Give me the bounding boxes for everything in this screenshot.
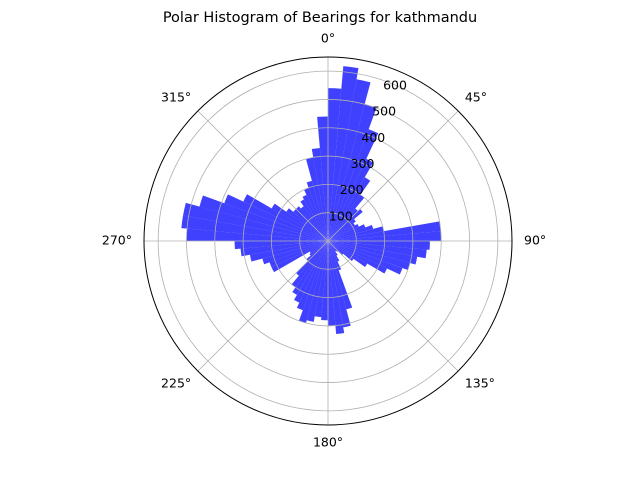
bar-bin-275: [181, 215, 328, 241]
bar-bin-15: [328, 104, 377, 241]
bar-bin-110: [328, 241, 403, 275]
bar-bin-355: [317, 116, 328, 241]
grid-spoke-225: [197, 240, 329, 372]
bar-bin-230: [309, 241, 328, 256]
bar-bin-45: [328, 208, 363, 241]
bar-bin-125: [328, 241, 354, 262]
radial-tick-300: 300: [351, 156, 375, 171]
bar-bin-220: [295, 241, 328, 276]
grid-group: [143, 56, 513, 426]
bar-bin-270: [186, 228, 328, 241]
grid-spoke-135: [327, 240, 459, 372]
bar-bin-75: [328, 226, 384, 241]
bar-bin-300: [271, 203, 328, 241]
radial-tick-200: 200: [340, 182, 364, 197]
bar-bin-175: [328, 241, 336, 326]
grid-spoke-315: [197, 110, 329, 242]
bar-bin-310: [293, 208, 328, 241]
bar-bin-210: [292, 241, 328, 295]
bar-bin-180: [321, 241, 328, 321]
angle-tick-0: 0°: [321, 31, 335, 46]
bar-bin-185: [314, 241, 328, 318]
bar-bin-120: [328, 241, 368, 267]
bar-bin-205: [294, 241, 328, 303]
angle-tick-180: 180°: [313, 435, 343, 450]
bar-bin-105: [328, 241, 411, 271]
bar-bin-20: [328, 129, 379, 241]
bar-bin-160: [328, 241, 353, 310]
bar-bin-165: [328, 241, 351, 328]
bar-bin-315: [295, 206, 328, 241]
bar-bin-250: [262, 241, 328, 265]
bar-bin-35: [328, 194, 365, 241]
bar-bin-170: [328, 241, 345, 335]
bar-bin-215: [291, 241, 328, 288]
angle-tick-270: 270°: [102, 233, 132, 248]
angular-tick-labels: 0° 45° 90° 135° 180° 225° 270° 315°: [102, 31, 546, 450]
bar-bin-245: [269, 241, 328, 268]
radial-tick-labels: 100 200 300 400 500 600: [329, 78, 407, 224]
bar-bin-100: [328, 241, 418, 265]
bar-bin-115: [328, 241, 388, 274]
bar-bin-10: [328, 79, 371, 241]
bar-bin-150: [328, 241, 340, 262]
radial-tick-400: 400: [361, 130, 385, 145]
angle-tick-315: 315°: [161, 90, 191, 105]
bar-bin-350: [311, 147, 328, 241]
bar-bin-240: [271, 241, 328, 273]
bar-bin-145: [328, 241, 338, 256]
bar-bin-55: [328, 223, 355, 241]
bar-bin-25: [328, 158, 374, 241]
angle-tick-135: 135°: [465, 375, 495, 390]
bar-bin-280: [183, 202, 328, 241]
bar-bin-260: [240, 241, 328, 257]
bar-bin-305: [286, 208, 328, 241]
bar-bin-340: [306, 180, 328, 241]
radial-tick-100: 100: [329, 208, 353, 223]
angle-tick-225: 225°: [161, 375, 191, 390]
bar-bin-190: [306, 241, 328, 322]
angle-tick-90: 90°: [524, 233, 546, 248]
bar-bin-95: [328, 241, 427, 259]
bar-bin-0: [328, 88, 342, 241]
bar-bin-50: [328, 219, 356, 241]
bar-bin-30: [328, 177, 371, 241]
bar-bin-155: [328, 241, 342, 271]
radial-tick-500: 500: [372, 104, 396, 119]
bar-bin-320: [300, 206, 328, 241]
bar-bin-90: [328, 241, 430, 250]
grid-spoke-45: [327, 110, 459, 242]
bar-bin-335: [304, 187, 328, 241]
bar-bin-295: [243, 194, 328, 241]
chart-title: Polar Histogram of Bearings for kathmand…: [163, 10, 477, 26]
bar-bin-195: [298, 241, 328, 324]
bar-bin-285: [199, 195, 328, 241]
bar-bin-325: [300, 199, 328, 241]
bars-group: [181, 66, 442, 335]
polar-frame: [143, 56, 513, 426]
bar-bin-345: [306, 157, 328, 241]
bar-bin-255: [249, 241, 328, 262]
bar-bin-330: [302, 194, 328, 241]
bar-bin-40: [328, 208, 359, 241]
bar-bin-70: [328, 225, 374, 241]
bar-bin-60: [328, 224, 359, 241]
bar-bin-65: [328, 224, 366, 241]
radial-tick-600: 600: [383, 78, 407, 93]
angle-tick-45: 45°: [465, 90, 487, 105]
bar-bin-265: [234, 241, 328, 250]
bar-bin-235: [309, 241, 328, 254]
bar-bin-5: [328, 66, 359, 241]
